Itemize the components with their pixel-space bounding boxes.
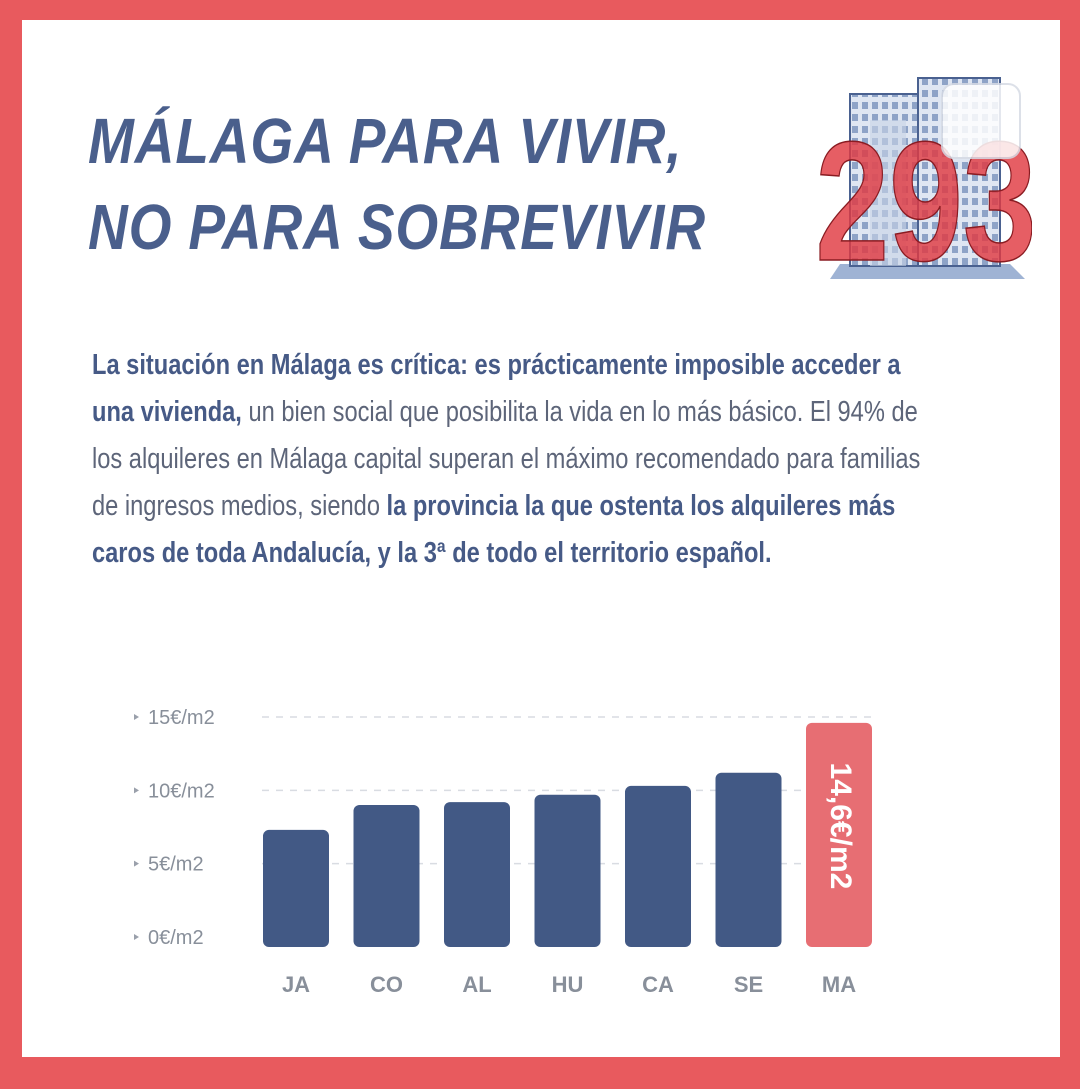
intro-regular: un bien social que posibilita la vida en… — [92, 396, 921, 522]
x-category-label: JA — [282, 972, 310, 997]
x-category-label: HU — [552, 972, 584, 997]
page-title: MÁLAGA PARA VIVIR, NO PARA SOBREVIVIR — [88, 98, 706, 270]
intro-bold-2: la provincia la que ostenta los alquiler… — [92, 490, 896, 569]
title-line-2: NO PARA SOBREVIVIR — [88, 191, 706, 263]
bar — [625, 785, 691, 947]
bar — [353, 805, 420, 947]
title-line-1: MÁLAGA PARA VIVIR, — [88, 105, 683, 177]
x-category-label: MA — [822, 972, 856, 997]
building-293-logo: 293 — [815, 77, 1032, 290]
rent-bar-chart: 0€/m2 5€/m2 10€/m2 15€/m2 JA CO AL HU CA SE MA 14,6… — [134, 707, 878, 997]
y-tick-label: 0€/m2 — [148, 927, 204, 949]
intro-paragraph: La situación en Málaga es crítica: es pr… — [92, 342, 930, 577]
x-category-label: SE — [734, 972, 763, 997]
bar — [534, 794, 601, 947]
tick-marker — [134, 787, 139, 794]
tick-marker — [134, 714, 139, 720]
x-category-label: CA — [642, 972, 674, 997]
bar — [263, 829, 329, 947]
tick-marker — [134, 860, 139, 867]
tick-marker — [134, 934, 139, 940]
y-tick-label: 5€/m2 — [148, 854, 204, 876]
bar — [444, 802, 510, 947]
intro-bold-1: La situación en Málaga es crítica: es pr… — [92, 349, 901, 428]
infographic-card: MÁLAGA PARA VIVIR, NO PARA SOBREVIVIR 29… — [22, 20, 1060, 1057]
highlight-value-label: 14,6€/m2 — [824, 763, 857, 890]
y-tick-label: 10€/m2 — [148, 780, 215, 802]
bar-highlight — [806, 722, 872, 947]
x-category-label: AL — [462, 972, 491, 997]
y-tick-label: 15€/m2 — [148, 707, 215, 729]
bar — [715, 772, 782, 947]
x-category-label: CO — [370, 972, 403, 997]
